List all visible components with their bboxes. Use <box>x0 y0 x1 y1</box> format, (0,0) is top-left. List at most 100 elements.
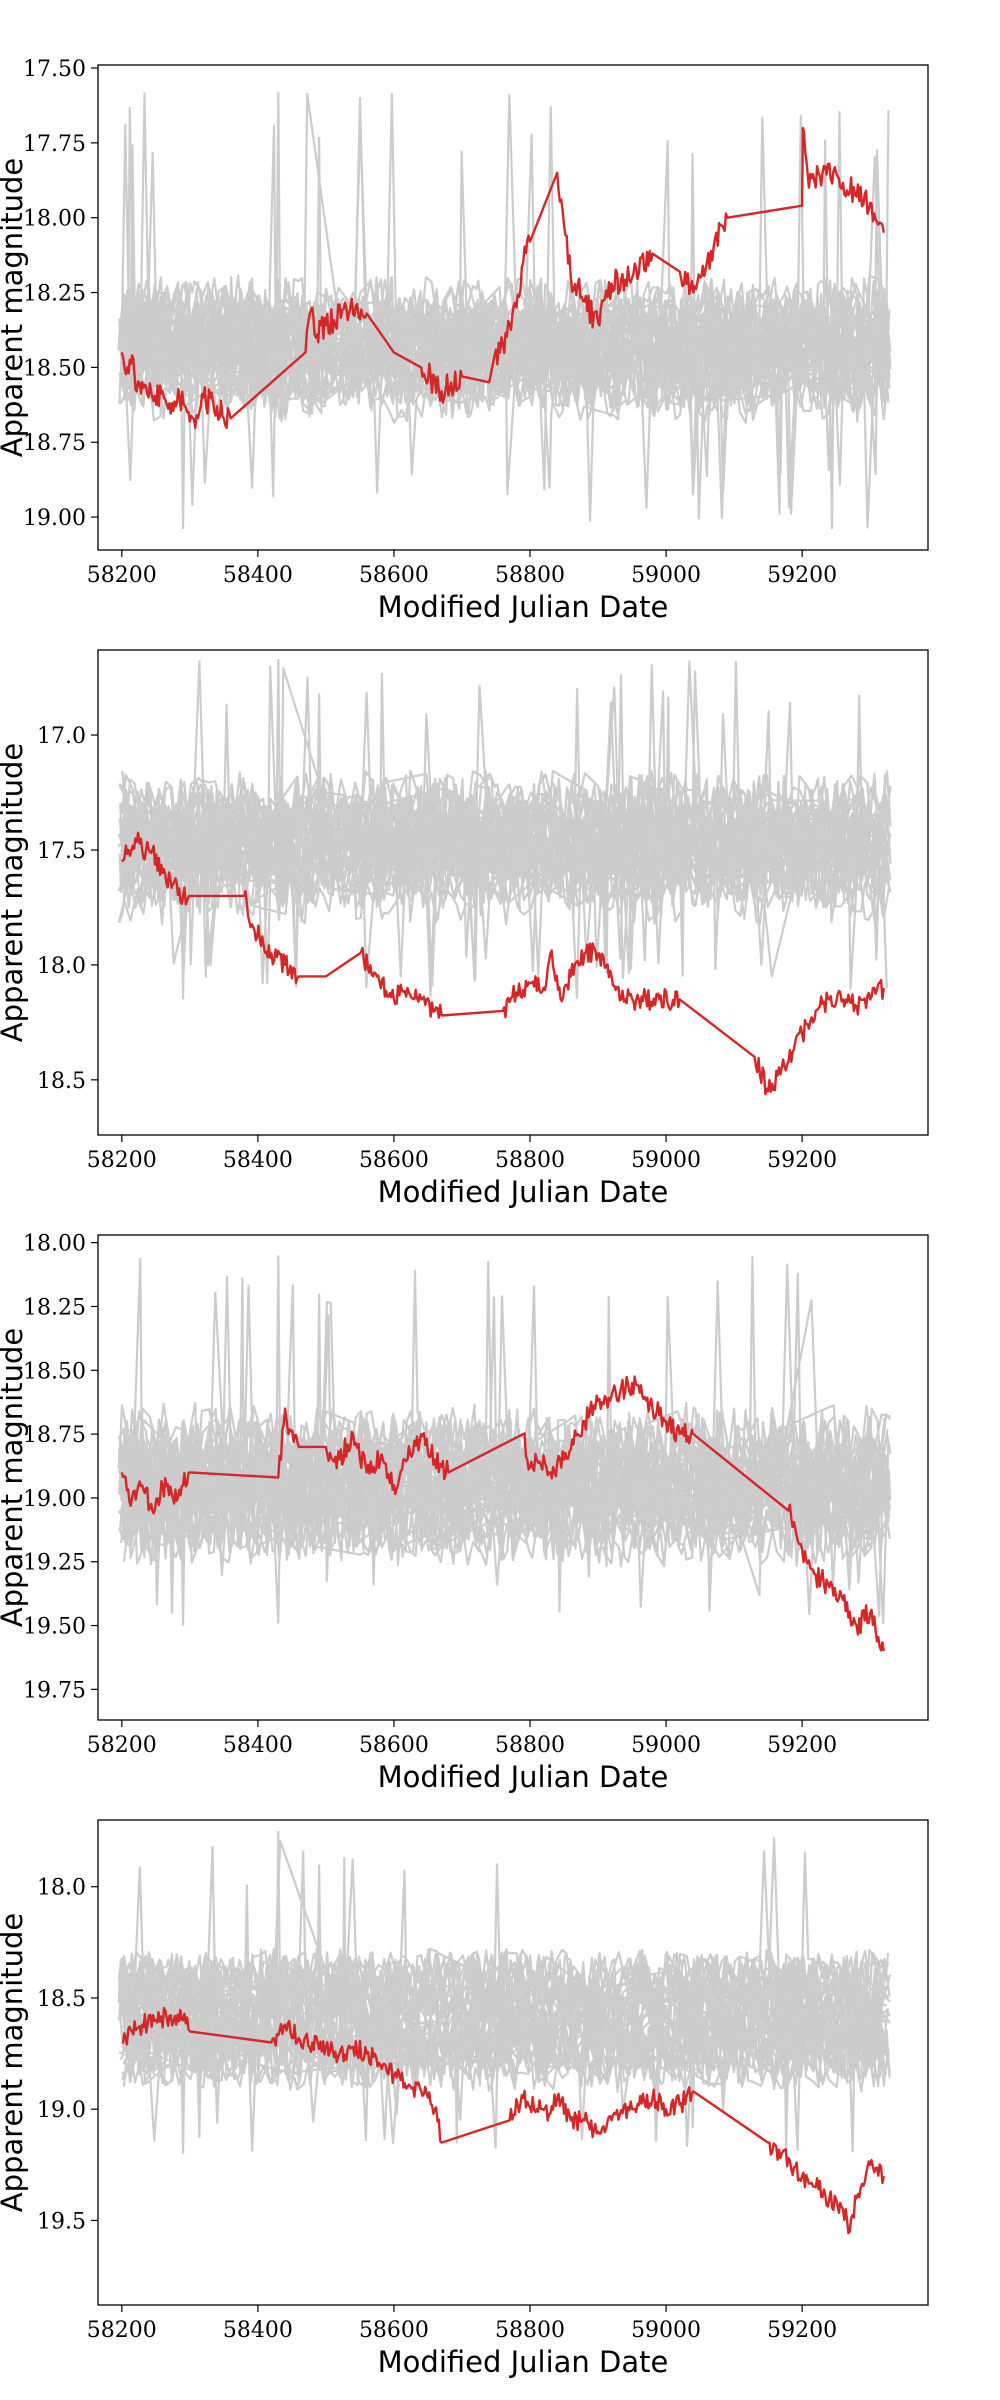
comparison-spike <box>275 1831 282 2021</box>
x-tick-label: 58400 <box>223 1733 293 1758</box>
x-tick-label: 58400 <box>223 2318 293 2343</box>
target-curve-line <box>120 1375 885 1652</box>
comparison-curve <box>119 348 889 496</box>
target-series <box>120 831 885 1096</box>
x-tick-label: 59200 <box>767 563 837 588</box>
target-series <box>120 1375 885 1652</box>
comparison-spike <box>275 1255 282 1486</box>
target-series <box>120 126 885 430</box>
x-tick-label: 58600 <box>359 563 429 588</box>
y-tick-label: 18.5 <box>37 1069 86 1094</box>
x-tick-label: 59000 <box>631 2318 701 2343</box>
x-tick-label: 59200 <box>767 1733 837 1758</box>
y-axis-label: Apparent magnitude <box>0 1913 29 2212</box>
y-tick-label: 18.0 <box>37 954 86 979</box>
comparison-curve <box>117 1952 891 2022</box>
x-tick-label: 58200 <box>87 2318 157 2343</box>
comparison-curve <box>121 816 892 999</box>
x-axis-label: Modified Julian Date <box>378 1175 669 1209</box>
x-tick-label: 58800 <box>495 1148 565 1173</box>
comparison-curve <box>120 1263 889 1612</box>
comparison-spike <box>275 659 282 850</box>
y-tick-label: 19.50 <box>23 1615 86 1640</box>
x-tick-label: 58200 <box>87 1733 157 1758</box>
x-tick-label: 59000 <box>631 1733 701 1758</box>
y-tick-label: 19.25 <box>23 1551 86 1576</box>
chart-panel-1: 58200 58400 58600 58800 59000 59200 17.50 17.75… <box>0 57 929 624</box>
comparison-curve <box>121 2018 890 2142</box>
x-tick-label: 59000 <box>631 563 701 588</box>
axes-frame <box>97 64 929 551</box>
comparison-spike <box>179 352 187 530</box>
comparison-curve <box>120 274 890 489</box>
target-curve-line <box>121 2006 885 2235</box>
comparison-spike <box>315 136 323 353</box>
x-tick-label: 58600 <box>359 1733 429 1758</box>
y-tick-label: 17.75 <box>23 132 86 157</box>
comparison-spike <box>179 2020 187 2154</box>
target-curve-line <box>120 831 885 1096</box>
y-tick-label: 18.00 <box>23 207 86 232</box>
chart-panel-4: 58200 58400 58600 58800 59000 59200 18.0 18.5 19… <box>0 1819 929 2379</box>
comparison-curve <box>122 1486 888 1567</box>
chart-panel-3: 58200 58400 58600 58800 59000 59200 18.00 18.25… <box>0 1232 929 1794</box>
y-tick-label: 17.0 <box>37 724 86 749</box>
comparison-curve <box>123 1840 890 2019</box>
comparison-spike <box>315 693 323 850</box>
comparison-spike <box>315 1293 323 1486</box>
axes-frame <box>97 1819 929 2306</box>
comparison-curve <box>118 1269 888 1482</box>
y-axis-label: Apparent magnitude <box>0 158 29 457</box>
comparison-spike <box>179 1485 187 1626</box>
x-tick-label: 58400 <box>223 1148 293 1173</box>
y-tick-label: 18.0 <box>37 1876 86 1901</box>
target-series <box>121 2006 885 2235</box>
y-tick-label: 19.5 <box>37 2209 86 2234</box>
y-tick-label: 18.75 <box>23 1423 86 1448</box>
comparison-curve <box>117 1445 891 1526</box>
y-tick-label: 18.50 <box>23 356 86 381</box>
target-curve-line <box>120 126 885 430</box>
x-tick-label: 58400 <box>223 563 293 588</box>
y-tick-label: 19.75 <box>23 1678 86 1703</box>
x-axis-label: Modified Julian Date <box>378 590 669 624</box>
x-axis-label: Modified Julian Date <box>378 2345 669 2379</box>
y-axis-label: Apparent magnitude <box>0 743 29 1042</box>
comparison-curve <box>118 1277 875 1566</box>
comparison-spike <box>275 91 282 353</box>
axes-frame <box>97 649 929 1136</box>
x-tick-label: 58800 <box>495 2318 565 2343</box>
axes-frame <box>97 1234 929 1721</box>
comparison-curve <box>123 114 888 498</box>
y-tick-label: 17.5 <box>37 839 86 864</box>
y-tick-label: 19.00 <box>23 1487 86 1512</box>
chart-panel-2: 58200 58400 58600 58800 59000 59200 17.0 17.5 18… <box>0 649 929 1209</box>
y-tick-label: 18.00 <box>23 1232 86 1257</box>
x-tick-label: 58600 <box>359 2318 429 2343</box>
comparison-curve <box>122 701 887 867</box>
y-tick-label: 18.50 <box>23 1359 86 1384</box>
comparison-curve <box>122 818 889 969</box>
comparison-curve <box>122 110 890 352</box>
y-tick-label: 18.25 <box>23 282 86 307</box>
comparison-curve <box>121 1478 891 1557</box>
x-tick-label: 59200 <box>767 1148 837 1173</box>
y-tick-label: 18.25 <box>23 1295 86 1320</box>
y-axis-label: Apparent magnitude <box>0 1328 29 1627</box>
comparison-spike <box>315 1864 323 2021</box>
y-tick-label: 18.5 <box>37 1987 86 2012</box>
x-tick-label: 58200 <box>87 1148 157 1173</box>
x-tick-label: 58800 <box>495 563 565 588</box>
x-tick-label: 58600 <box>359 1148 429 1173</box>
y-tick-label: 18.75 <box>23 431 86 456</box>
x-tick-label: 59000 <box>631 1148 701 1173</box>
y-tick-label: 17.50 <box>23 57 86 82</box>
comparison-curve <box>117 1437 887 1517</box>
x-axis-label: Modified Julian Date <box>378 1760 669 1794</box>
y-tick-label: 19.0 <box>37 2098 86 2123</box>
y-tick-label: 19.00 <box>23 506 86 531</box>
comparison-curve <box>117 785 892 970</box>
comparison-curve <box>118 1978 887 2049</box>
x-tick-label: 59200 <box>767 2318 837 2343</box>
